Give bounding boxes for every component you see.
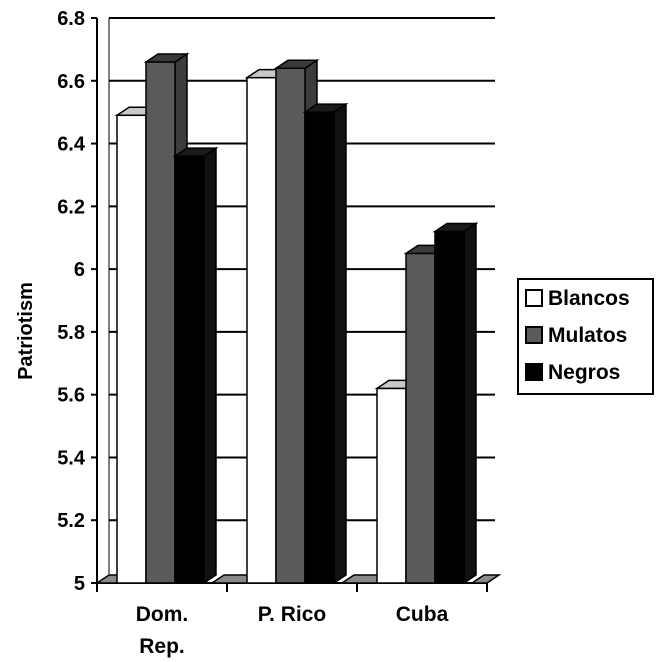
- y-tick-label: 6.4: [57, 134, 86, 156]
- y-tick-label: 6.8: [57, 8, 85, 30]
- bar-front: [376, 387, 407, 584]
- bar-front: [304, 111, 335, 584]
- bar-side: [463, 222, 477, 585]
- y-tick-label: 6: [74, 259, 85, 281]
- legend-swatch: [525, 363, 543, 381]
- y-tick-label: 6.6: [57, 71, 85, 93]
- bar: [374, 378, 421, 585]
- y-tick-labels: 5 5.2 5.4 5.6 5.8 6 6.2 6.4 6.6 6.8: [57, 8, 86, 595]
- y-tick-label: 5.6: [57, 385, 85, 407]
- legend-label: Blancos: [548, 287, 630, 310]
- y-tick-label: 5.4: [57, 447, 86, 469]
- bar: [302, 102, 349, 585]
- floor-segment: [469, 574, 502, 584]
- legend-swatch: [525, 326, 543, 344]
- bar-side: [203, 146, 217, 585]
- x-category-label: P. Rico: [258, 603, 326, 626]
- x-category-label: Rep.: [139, 635, 185, 658]
- bar-front: [145, 61, 176, 584]
- y-axis-title: Patriotism: [15, 282, 37, 380]
- legend-swatch: [525, 289, 543, 307]
- bar-front: [434, 230, 465, 584]
- x-category-labels: Dom. Rep. P. Rico Cuba: [136, 603, 449, 658]
- bar: [172, 146, 219, 585]
- legend-label: Mulatos: [548, 324, 627, 347]
- bar-side: [333, 102, 347, 585]
- bar-front: [405, 252, 436, 584]
- x-category-label: Dom.: [136, 603, 189, 626]
- y-tick-label: 5.8: [57, 322, 85, 344]
- bar-top: [432, 222, 479, 233]
- bars: [114, 52, 479, 585]
- y-tick-label: 5: [74, 573, 85, 595]
- legend: Blancos Mulatos Negros: [517, 278, 654, 395]
- legend-label: Negros: [548, 361, 620, 384]
- bar-front: [174, 155, 205, 584]
- bar-top: [302, 103, 349, 113]
- bar: [432, 222, 479, 585]
- x-category-label: Cuba: [396, 603, 449, 626]
- bar-front: [275, 67, 306, 584]
- bar-front: [116, 114, 147, 584]
- bar-top: [172, 147, 219, 157]
- bar-top: [273, 59, 320, 69]
- y-tick-label: 6.2: [57, 196, 85, 218]
- bar-front: [246, 76, 277, 584]
- y-tick-label: 5.2: [57, 510, 85, 532]
- bar-top: [143, 53, 190, 63]
